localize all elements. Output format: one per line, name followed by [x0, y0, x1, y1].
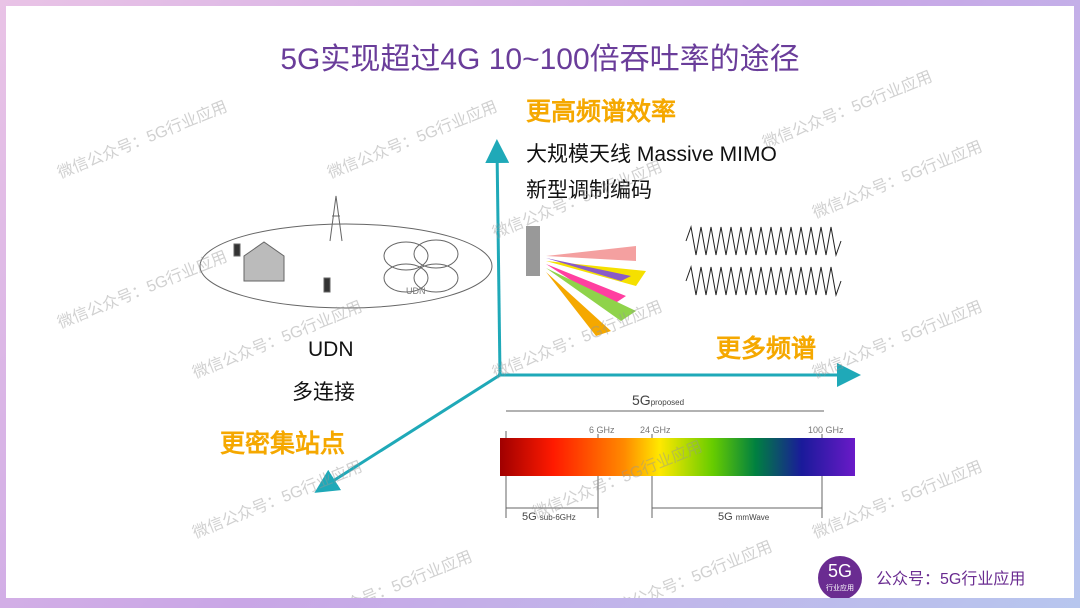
- freq-24ghz: 24 GHz: [640, 425, 671, 435]
- spectrum-bar: [500, 438, 855, 476]
- udn-illustration: [199, 195, 493, 309]
- axes: [199, 139, 861, 518]
- mimo-beams-illustration: [526, 226, 646, 336]
- axis-diagonal: [314, 373, 501, 493]
- slide-title: 5G实现超过4G 10~100倍吞吐率的途径: [280, 43, 800, 76]
- sub6-label: 5G sub-6GHz: [522, 511, 576, 523]
- axis-up: [485, 139, 510, 376]
- mmwave-label: 5G mmWave: [718, 511, 770, 523]
- proposed-label: 5Gproposed: [632, 392, 685, 408]
- top-heading: 更高频谱效率: [526, 98, 677, 126]
- freq-100ghz: 100 GHz: [808, 425, 844, 435]
- freq-6ghz: 6 GHz: [589, 425, 615, 435]
- udn-label: UDN: [406, 286, 426, 296]
- left-line2: 多连接: [292, 381, 355, 404]
- top-line2: 新型调制编码: [526, 179, 652, 202]
- right-heading: 更多频谱: [716, 335, 817, 363]
- slide: 5G实现超过4G 10~100倍吞吐率的途径: [6, 6, 1074, 598]
- footer-account: 公众号：5G行业应用: [876, 571, 1026, 588]
- logo: 5G 行业应用: [818, 556, 862, 598]
- top-line1: 大规模天线 Massive MIMO: [526, 143, 777, 166]
- modulation-waveforms: [685, 225, 842, 297]
- left-heading: 更密集站点: [220, 430, 346, 458]
- left-line1: UDN: [308, 338, 354, 361]
